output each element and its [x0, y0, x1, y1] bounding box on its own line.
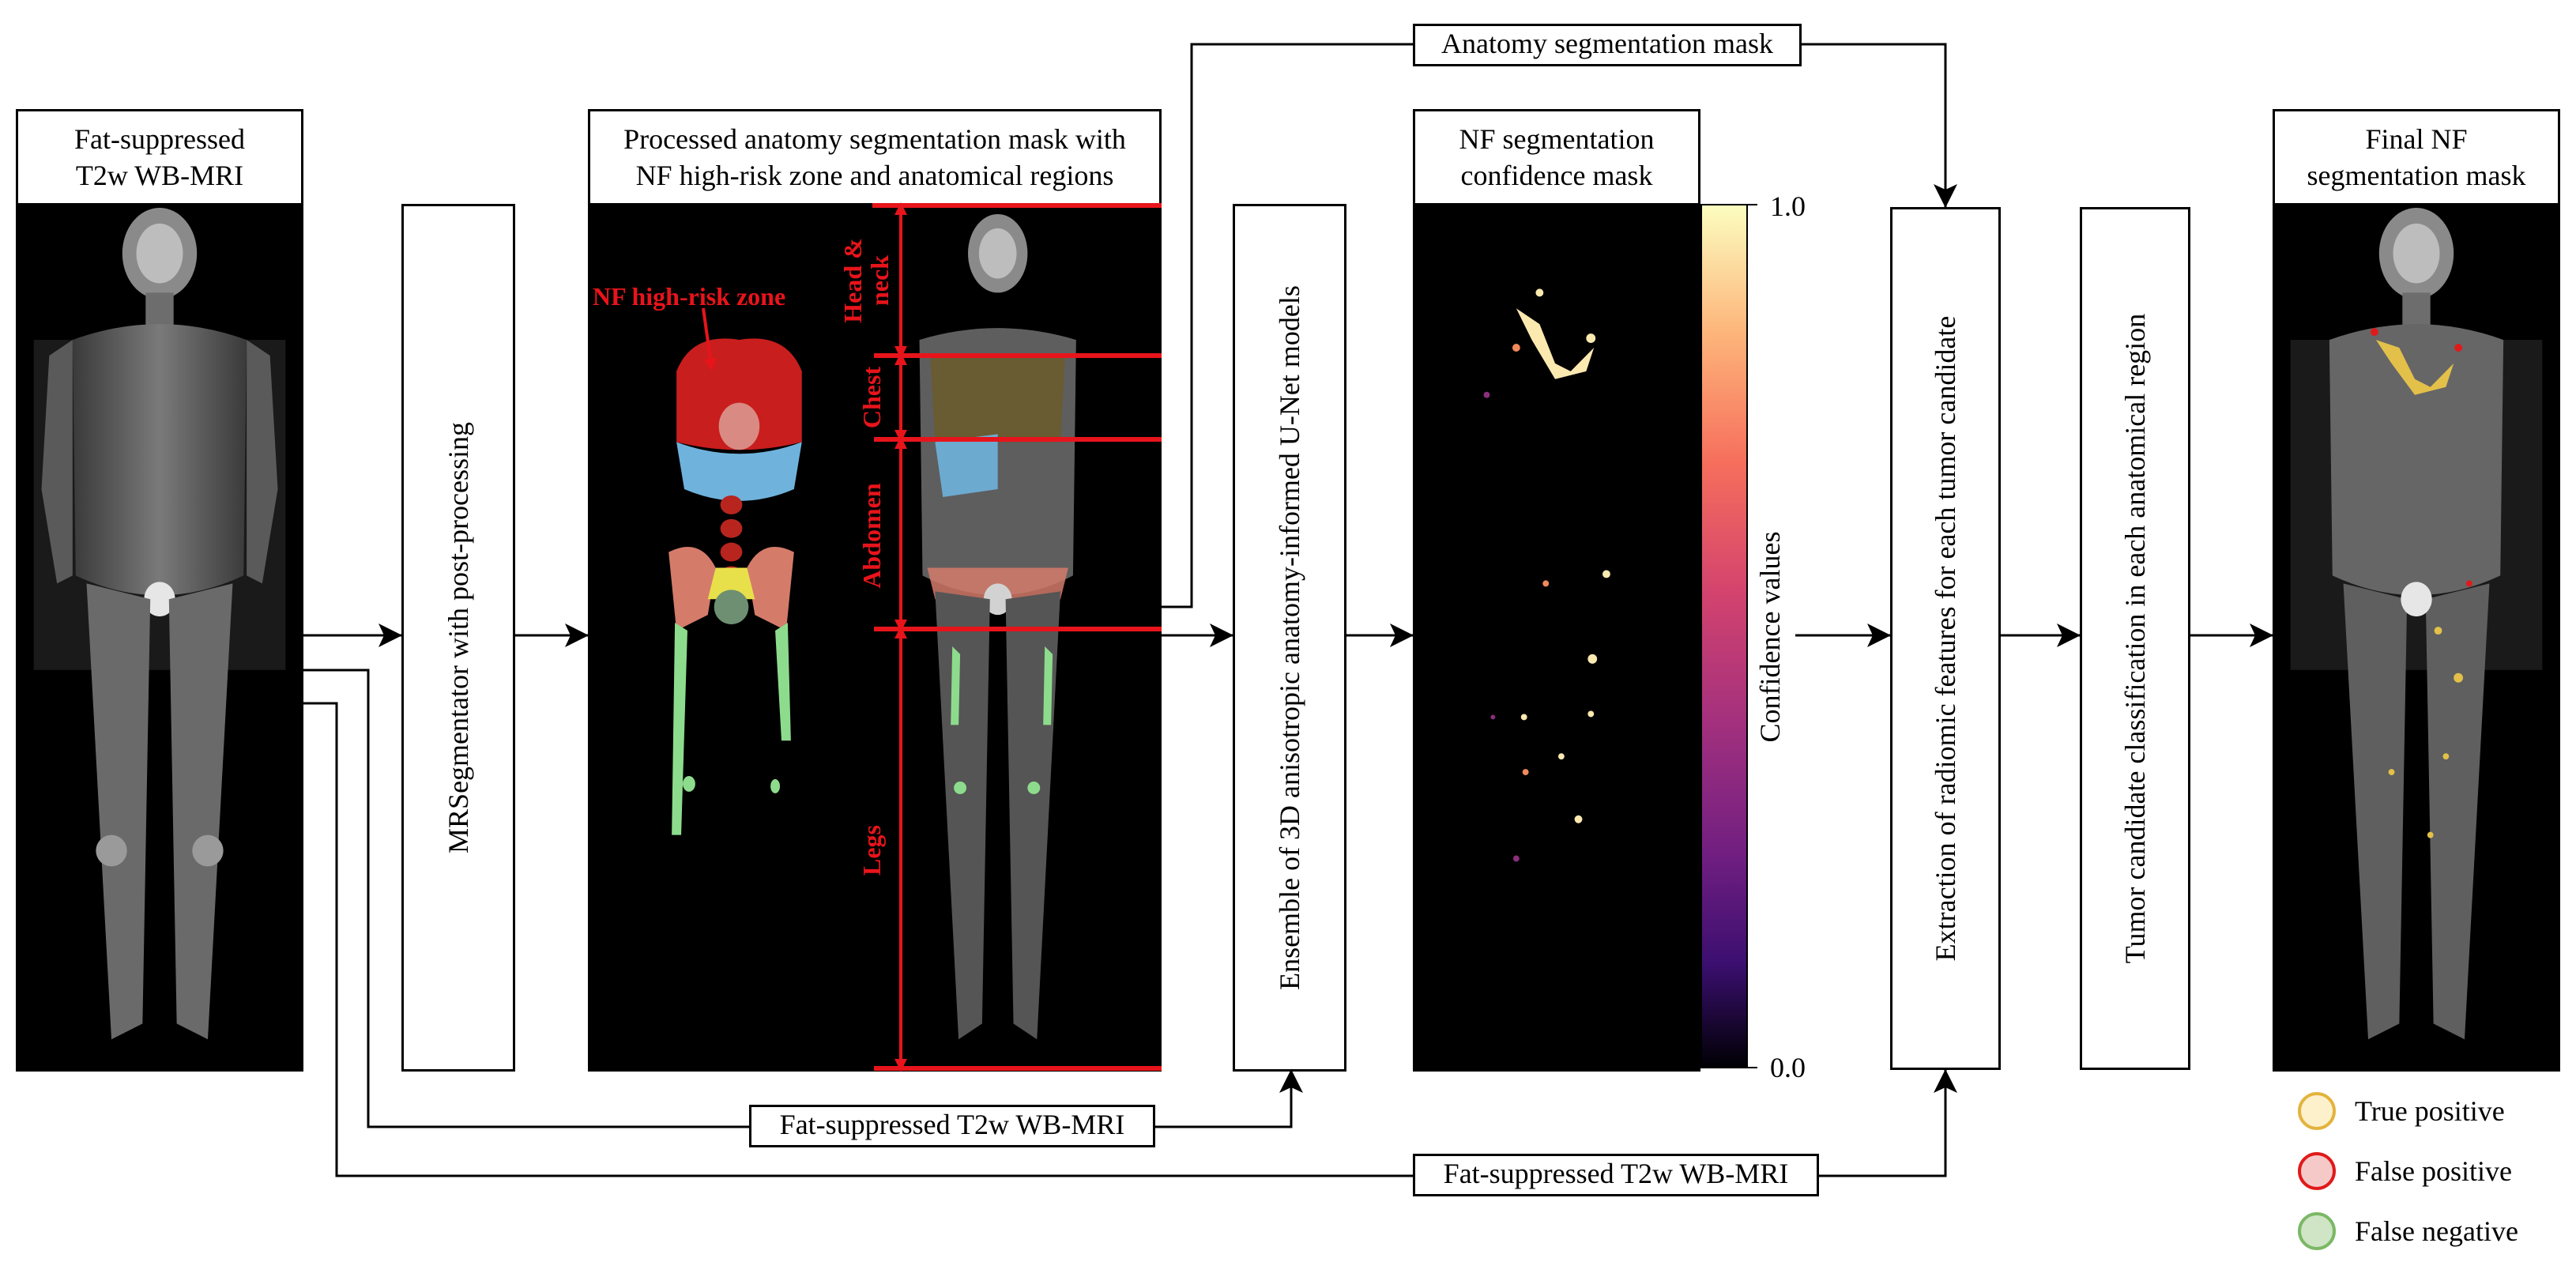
- true-positive-swatch: [2298, 1092, 2336, 1130]
- classification-label: Tumor candidate classification in each a…: [2119, 313, 2151, 964]
- confidence-title-box: NF segmentation confidence mask: [1413, 109, 1700, 205]
- arrow-mri-bypass-2: [303, 702, 1957, 1177]
- processed-title-box: Processed anatomy segmentation mask with…: [588, 109, 1162, 205]
- final-title-box: Final NF segmentation mask: [2273, 109, 2560, 205]
- input-title: Fat-suppressed T2w WB-MRI: [74, 123, 245, 191]
- ensemble-label: Ensemble of 3D anisotropic anatomy-infor…: [1274, 285, 1305, 990]
- colorbar-max-label: 1.0: [1770, 190, 1806, 222]
- false-negative-swatch: [2298, 1212, 2336, 1250]
- legend-label-false-positive: False positive: [2355, 1155, 2512, 1187]
- input-title-box: Fat-suppressed T2w WB-MRI: [16, 109, 303, 205]
- false-positive-swatch: [2298, 1152, 2336, 1190]
- legend-item-true-positive: True positive: [2298, 1092, 2505, 1130]
- confidence-colorbar: [1700, 204, 1748, 1068]
- confidence-mask-image: [1413, 204, 1700, 1072]
- confidence-title: NF segmentation confidence mask: [1459, 123, 1655, 191]
- region-label-chest: Chest: [857, 367, 886, 429]
- region-label-head-neck-1: Head &: [838, 238, 867, 323]
- legend-label-true-positive: True positive: [2355, 1095, 2505, 1127]
- final-title: Final NF segmentation mask: [2307, 123, 2526, 191]
- legend-item-false-negative: False negative: [2298, 1212, 2518, 1250]
- region-label-legs: Legs: [857, 825, 886, 876]
- processed-title: Processed anatomy segmentation mask with…: [623, 123, 1126, 191]
- arrow-anatomy-mask: [1162, 43, 1957, 608]
- classification-step: Tumor candidate classification in each a…: [2080, 207, 2190, 1070]
- colorbar-min-label: 0.0: [1770, 1052, 1806, 1083]
- legend-label-false-negative: False negative: [2355, 1215, 2518, 1247]
- radiomic-label: Extraction of radiomic features for each…: [1930, 315, 1961, 962]
- mrsegmentator-step: MRSegmentator with post-processing: [401, 204, 515, 1072]
- region-label-head-neck-2: neck: [865, 255, 894, 306]
- anatomy-mask-connector-label: Anatomy segmentation mask: [1413, 24, 1802, 66]
- radiomic-step: Extraction of radiomic features for each…: [1890, 207, 2001, 1070]
- processed-mask-image: [588, 204, 1162, 1072]
- region-label-abdomen: Abdomen: [857, 483, 886, 589]
- legend-item-false-positive: False positive: [2298, 1152, 2512, 1190]
- mri-connector-label-1: Fat-suppressed T2w WB-MRI: [749, 1105, 1155, 1147]
- mri-connector-label-2: Fat-suppressed T2w WB-MRI: [1413, 1154, 1819, 1196]
- region-annotations: NF high-risk zone Head & neck Chest Abdo…: [593, 202, 1162, 1072]
- final-mask-image: [2273, 204, 2560, 1072]
- high-risk-zone-label: NF high-risk zone: [593, 282, 785, 311]
- arrow-mri-bypass-1: [303, 669, 1303, 1128]
- colorbar-title: Confidence values: [1754, 531, 1786, 743]
- ensemble-step: Ensemble of 3D anisotropic anatomy-infor…: [1233, 204, 1346, 1072]
- input-mri-image: [16, 204, 303, 1072]
- mrsegmentator-label: MRSegmentator with post-processing: [443, 422, 474, 853]
